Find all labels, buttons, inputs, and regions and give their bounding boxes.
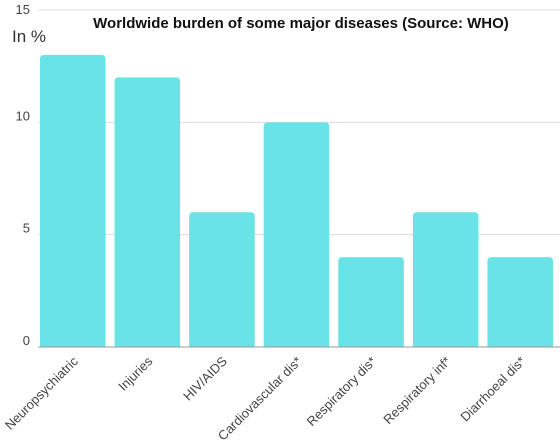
- unit-label: In %: [12, 27, 46, 46]
- x-tick-labels: Neuropsychiatric Injuries HIV/AIDSCardiova…: [2, 353, 529, 443]
- x-tick-label: Injuries: [115, 353, 156, 394]
- bar-diarrhoeal-dis: [487, 257, 553, 347]
- x-tick-label: Respiratory inf*: [380, 354, 453, 427]
- chart-title: Worldwide burden of some major diseases …: [93, 15, 509, 32]
- bar-respiratory-inf: [412, 212, 479, 347]
- x-tick-label: HIV/AIDS: [180, 353, 230, 403]
- x-tick-label: Cardiovascular dis*: [215, 354, 305, 444]
- bar-injuries: [114, 77, 181, 348]
- x-tick-label: Respiratory dis*: [304, 354, 379, 429]
- y-tick-label: 15: [16, 2, 30, 17]
- bar-cardiovascular-dis: [263, 122, 330, 347]
- bar-neuropsychiatric: [40, 54, 106, 347]
- x-tick-label: Diarrhoeal dis*: [457, 354, 528, 425]
- bar-hiv-aids: [189, 212, 255, 347]
- y-tick-labels: 0 5 10 15: [16, 2, 30, 348]
- y-tick-label: 0: [23, 333, 30, 348]
- x-tick-label: Neuropsychiatric: [2, 353, 81, 432]
- y-tick-label: 5: [23, 221, 30, 236]
- bar-respiratory-dis: [338, 257, 404, 347]
- bars: [40, 54, 553, 348]
- y-tick-label: 10: [16, 108, 30, 123]
